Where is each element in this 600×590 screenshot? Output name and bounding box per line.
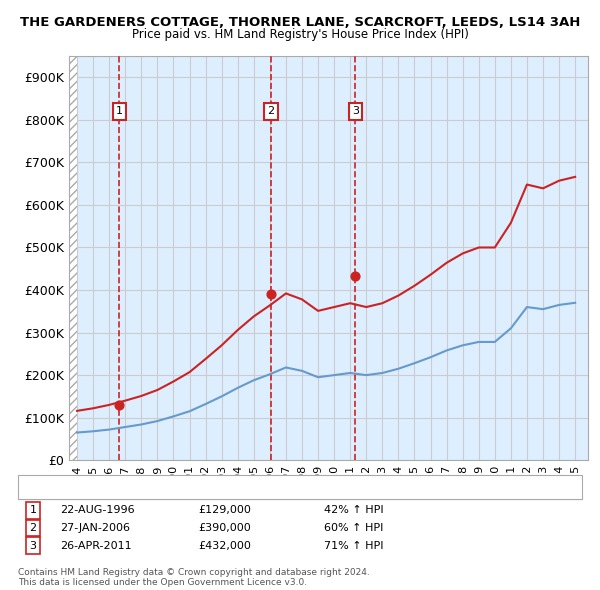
Text: £432,000: £432,000 xyxy=(198,541,251,550)
Bar xyxy=(69,56,77,460)
Text: 27-JAN-2006: 27-JAN-2006 xyxy=(60,523,130,533)
Text: 26-APR-2011: 26-APR-2011 xyxy=(60,541,131,550)
Text: 1: 1 xyxy=(116,106,123,116)
Text: 22-AUG-1996: 22-AUG-1996 xyxy=(60,506,134,515)
Text: 60% ↑ HPI: 60% ↑ HPI xyxy=(324,523,383,533)
Text: THE GARDENERS COTTAGE, THORNER LANE, SCARCROFT, LEEDS, LS14 3AH: THE GARDENERS COTTAGE, THORNER LANE, SCA… xyxy=(20,16,580,29)
Text: Contains HM Land Registry data © Crown copyright and database right 2024.
This d: Contains HM Land Registry data © Crown c… xyxy=(18,568,370,587)
Point xyxy=(266,290,276,299)
Text: £129,000: £129,000 xyxy=(198,506,251,515)
Text: THE GARDENERS COTTAGE, THORNER LANE, SCARCROFT, LEEDS, LS14 3AH (detached h: THE GARDENERS COTTAGE, THORNER LANE, SCA… xyxy=(60,475,494,484)
Text: 1: 1 xyxy=(29,506,37,515)
Text: 42% ↑ HPI: 42% ↑ HPI xyxy=(324,506,383,515)
Text: £390,000: £390,000 xyxy=(198,523,251,533)
Point xyxy=(350,272,360,281)
Point xyxy=(115,401,124,410)
Text: 71% ↑ HPI: 71% ↑ HPI xyxy=(324,541,383,550)
Text: 3: 3 xyxy=(29,541,37,550)
Text: Price paid vs. HM Land Registry's House Price Index (HPI): Price paid vs. HM Land Registry's House … xyxy=(131,28,469,41)
Text: HPI: Average price, detached house, Leeds: HPI: Average price, detached house, Leed… xyxy=(60,488,269,497)
Text: 2: 2 xyxy=(29,523,37,533)
Text: 3: 3 xyxy=(352,106,359,116)
Text: 2: 2 xyxy=(268,106,275,116)
